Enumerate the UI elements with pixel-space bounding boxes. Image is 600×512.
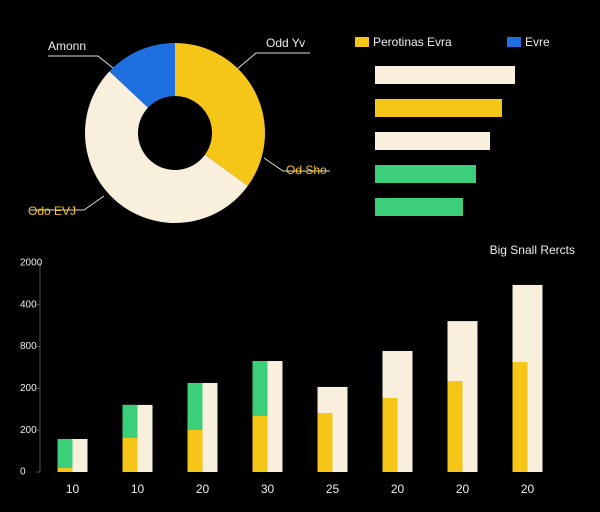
chart-title: Big Snall Rercts [490, 243, 575, 257]
y-tick-label: 0 [20, 467, 26, 478]
y-tick-label: 200 [20, 383, 37, 394]
donut-slice [175, 43, 265, 186]
x-tick-label: 20 [196, 482, 210, 496]
leader-line [48, 55, 119, 73]
y-tick-label: 2000 [20, 258, 43, 269]
y-tick-label: 400 [20, 299, 37, 310]
bar [375, 66, 515, 84]
donut-slice [84, 71, 248, 224]
x-tick-label: 10 [131, 482, 145, 496]
bar [375, 198, 463, 216]
leader-line [263, 157, 330, 172]
leader-line [30, 195, 105, 211]
bar-segment [122, 404, 138, 438]
bar-segment [447, 381, 463, 472]
y-tick-label: 800 [20, 341, 37, 352]
bar-segment [382, 398, 398, 472]
bar [375, 99, 502, 117]
bar-segment [512, 362, 528, 472]
bar-segment [252, 361, 268, 416]
pie-label: Odo EVJ [28, 204, 76, 218]
pie-label: Odd Yv [266, 36, 305, 50]
x-tick-label: 20 [521, 482, 535, 496]
legend-label: Perotinas Evra [373, 35, 452, 49]
pie-label: Amonn [48, 39, 86, 53]
x-tick-label: 25 [326, 482, 340, 496]
legend-label: Evre [525, 35, 550, 49]
y-tick-label: 200 [20, 425, 37, 436]
x-tick-label: 30 [261, 482, 275, 496]
bar-segment [57, 468, 73, 472]
bar-segment [122, 437, 138, 472]
bar-segment [252, 415, 268, 472]
bar-segment [317, 413, 333, 472]
legend-swatch [355, 37, 369, 47]
bar [375, 165, 476, 183]
pie-annotation: Od Sho [286, 163, 327, 177]
donut-slice [109, 43, 175, 108]
bar-segment [187, 429, 203, 472]
x-tick-label: 20 [456, 482, 470, 496]
bar [375, 132, 490, 150]
leaders [30, 52, 330, 211]
x-tick-label: 20 [391, 482, 405, 496]
x-tick-label: 10 [66, 482, 80, 496]
bar-segment [187, 382, 203, 430]
bar-segment [57, 438, 73, 469]
legend-swatch [507, 37, 521, 47]
leader-line [235, 52, 310, 71]
